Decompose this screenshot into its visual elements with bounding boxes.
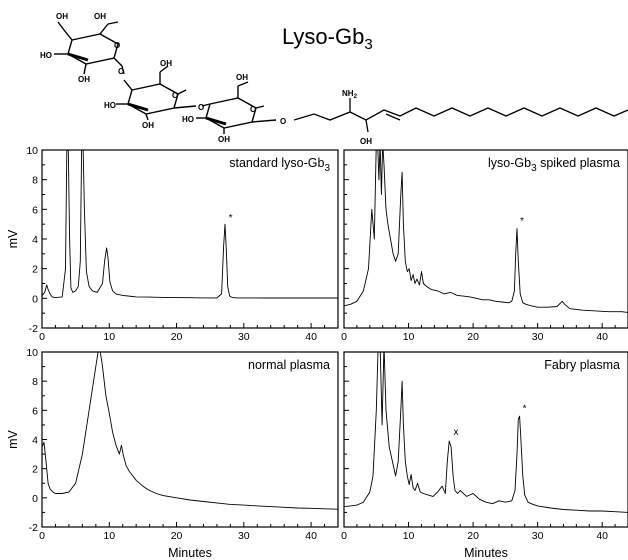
series-trace-1 [42,352,338,510]
svg-text:OH: OH [236,73,248,82]
x-tick-label: 30 [238,530,250,542]
sphingosine-chain [293,98,628,133]
x-tick-label: 0 [341,331,347,343]
x-tick-label: 20 [171,530,183,542]
svg-text:OH: OH [360,137,372,146]
svg-text:HO: HO [40,51,52,60]
y-axis-title: mV [6,429,20,448]
chart-panel-2: 0 10 20 30 40 * lyso-Gb3 spiked plasma [341,149,628,343]
x-tick-label: 20 [467,331,479,343]
panel-label-main: standard lyso-Gb [229,156,324,170]
plot-frame [41,351,339,528]
x-tick-label: 30 [532,331,544,343]
y-tick-label: 0 [32,493,38,505]
svg-text:OH: OH [78,75,90,84]
chart-panel-4: 0 10 20 30 40 Minutes x * Fabry plasma [341,351,628,560]
y-tick-label: -2 [29,323,38,335]
x-tick-label: 20 [171,331,183,343]
y-tick-label: 8 [32,175,38,187]
sugar-ring-bottom [196,81,277,134]
x-tick-label: 30 [532,530,544,542]
panel-label-main: Fabry plasma [544,358,620,372]
y-tick-label: 2 [32,264,38,276]
x-tick-label: 10 [103,331,115,343]
x-tick-label: 10 [103,530,115,542]
peak-marker: * [229,213,233,224]
x-tick-label: 40 [596,331,608,343]
y-tick-label: 10 [26,347,38,359]
sugar-ring-top [54,21,125,75]
svg-text:HO: HO [104,101,116,110]
series-trace-1 [344,352,628,513]
x-axis-title: Minutes [168,546,212,560]
svg-text:HO: HO [182,115,194,124]
amine-label: NH2 [342,89,358,100]
y-tick-label: 8 [32,376,38,388]
panel-label: Fabry plasma [544,358,620,372]
series-trace-1 [42,150,338,299]
svg-text:O: O [114,41,120,50]
y-axis-title: mV [6,229,20,248]
panel-label: lyso-Gb3 spiked plasma [488,156,620,174]
panel-label-rest: spiked plasma [537,156,620,170]
svg-text:OH: OH [218,135,230,144]
x-tick-label: 40 [596,530,608,542]
svg-text:OH: OH [160,59,172,68]
x-tick-label: 30 [238,331,250,343]
panel-label-subscript: 3 [324,163,330,174]
y-tick-label: -2 [29,522,38,534]
svg-text:O: O [118,67,124,76]
sugar-ring-middle [116,65,197,121]
peak-marker: * [520,216,524,227]
chemical-structure: Lyso-Gb3 [40,12,628,146]
y-tick-label: 4 [32,234,38,246]
panel-label-subscript: 3 [531,163,537,174]
x-tick-label: 10 [403,331,415,343]
y-tick-label: 4 [32,435,38,447]
y-tick-label: 2 [32,464,38,476]
y-tick-label: 6 [32,405,38,417]
x-tick-label: 0 [341,530,347,542]
peak-marker: * [523,404,527,415]
panel-label-main: normal plasma [248,358,330,372]
compound-title: Lyso-Gb3 [282,24,373,53]
plot-frame [343,351,628,528]
x-tick-label: 20 [467,530,479,542]
svg-text:OH: OH [142,121,154,130]
y-tick-label: 0 [32,293,38,305]
x-tick-label: 40 [305,331,317,343]
svg-text:O: O [250,105,256,114]
x-tick-label: 0 [39,530,45,542]
panel-label-main: lyso-Gb [488,156,531,170]
y-tick-label: 10 [26,145,38,157]
x-tick-label: 10 [403,530,415,542]
svg-text:OH: OH [94,12,106,21]
svg-text:OH: OH [56,12,68,21]
svg-text:O: O [172,91,178,100]
svg-text:O: O [198,103,204,112]
svg-text:O: O [280,117,286,126]
x-axis-title: Minutes [464,546,508,560]
peak-marker: x [454,427,459,438]
panel-label: standard lyso-Gb3 [229,156,330,174]
x-tick-label: 40 [305,530,317,542]
plot-frame [343,149,628,329]
series-trace-1 [344,150,628,313]
y-tick-label: 6 [32,204,38,216]
atom-labels: OH OH HO O OH O OH O HO OH O OH O HO OH … [40,12,372,146]
panel-label: normal plasma [248,358,330,372]
x-tick-label: 0 [39,331,45,343]
plot-frame [41,149,339,329]
